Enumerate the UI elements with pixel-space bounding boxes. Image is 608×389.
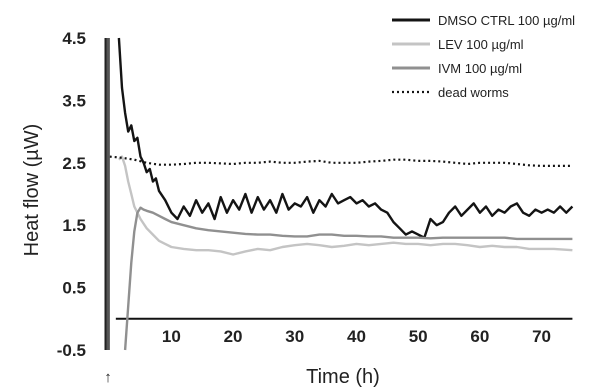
x-tick-label: 70: [532, 327, 551, 346]
x-tick-label: 50: [409, 327, 428, 346]
y-tick-label: 1.5: [62, 216, 86, 235]
y-tick-label: 0.5: [62, 279, 86, 298]
series-line-0: [117, 37, 574, 239]
series-line-2: [123, 206, 573, 351]
y-axis-label: Heat flow (µW): [21, 124, 43, 257]
y-tick-label: 4.5: [62, 29, 86, 48]
x-tick-label: 10: [162, 327, 181, 346]
x-tick-label: 60: [470, 327, 489, 346]
legend-label-2: IVM 100 µg/ml: [438, 61, 522, 76]
y-tick-label: -0.5: [57, 341, 86, 360]
y-tick-label: 2.5: [62, 154, 86, 173]
injection-arrow-marker: ↑: [104, 369, 112, 386]
x-tick-label: 40: [347, 327, 366, 346]
legend-label-0: DMSO CTRL 100 µg/ml: [438, 13, 575, 28]
series-line-1: [118, 155, 573, 256]
x-tick-label: 30: [285, 327, 304, 346]
x-axis-label: Time (h): [306, 366, 380, 388]
y-tick-label: 3.5: [62, 91, 86, 110]
injection-bar: [106, 38, 110, 350]
legend-label-1: LEV 100 µg/ml: [438, 37, 524, 52]
series-line-3: [109, 155, 573, 167]
x-tick-label: 20: [224, 327, 243, 346]
legend-label-3: dead worms: [438, 85, 509, 100]
